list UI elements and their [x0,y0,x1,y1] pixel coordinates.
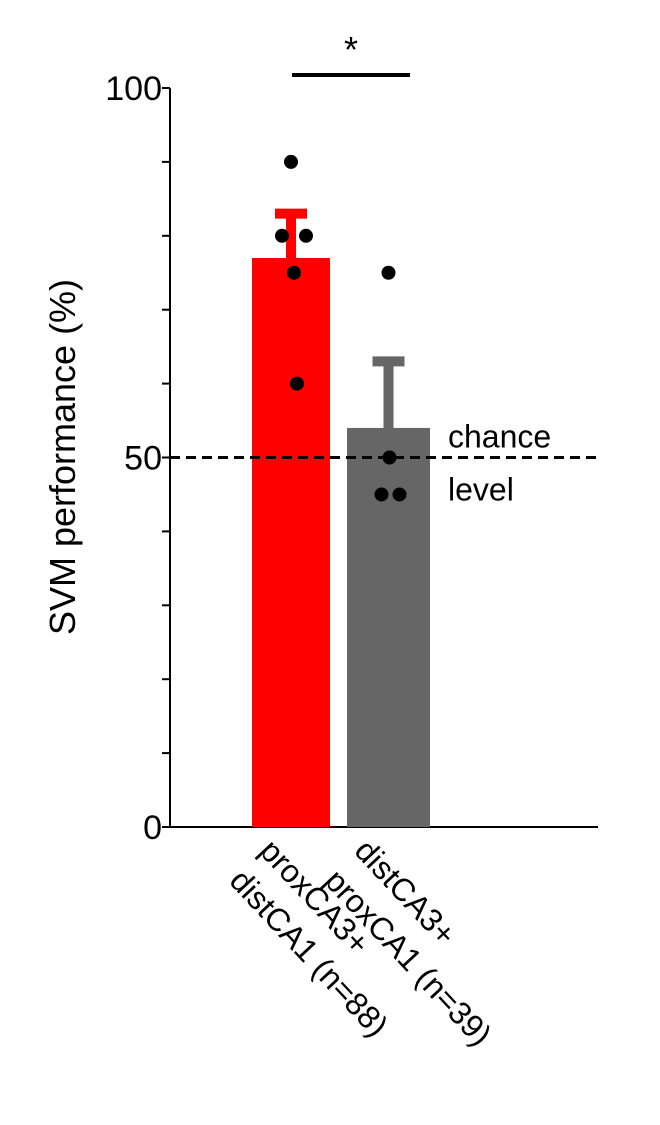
y-tick-label: 50 [124,440,162,478]
data-point [374,487,389,502]
y-axis-label: SVM performance (%) [42,279,83,635]
data-point [287,265,301,280]
data-point [381,265,396,280]
bar [347,427,430,827]
error-bar [372,356,405,428]
data-point [284,154,298,169]
data-point [290,376,304,391]
data-point [392,487,407,502]
y-tick-label: 100 [105,70,162,108]
y-tick-label: 0 [143,809,162,847]
chance-label: chance [448,419,551,455]
data-point [299,228,313,243]
data-point [382,450,397,465]
error-bar [275,208,307,258]
significance-star: * [344,29,358,70]
bar [252,257,330,828]
chance-label: level [448,472,514,508]
data-point [275,228,289,243]
